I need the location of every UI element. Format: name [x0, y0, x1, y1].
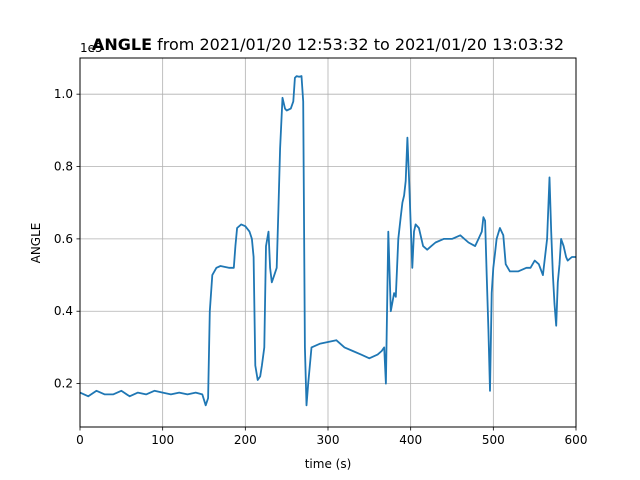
x-tick-label: 100 [151, 433, 174, 447]
x-tick-label: 200 [234, 433, 257, 447]
y-tick-label: 0.6 [54, 232, 73, 246]
series-line-angle [79, 75, 576, 407]
x-tick-label: 400 [399, 433, 422, 447]
ticks: 0 100 200 300 400 500 600 0.2 0.4 0.6 0.8 1.0 [54, 87, 588, 447]
series-layer [79, 75, 576, 407]
x-tick-label: 0 [76, 433, 84, 447]
y-tick-label: 0.8 [54, 160, 73, 174]
y-tick-label: 0.2 [54, 377, 73, 391]
x-axis-label: time (s) [305, 457, 352, 471]
y-tick-label: 1.0 [54, 87, 73, 101]
x-tick-label: 600 [565, 433, 588, 447]
y-axis-label: ANGLE [29, 223, 43, 264]
x-tick-label: 300 [317, 433, 340, 447]
chart-title-rest: from 2021/01/20 12:53:32 to 2021/01/20 1… [152, 35, 564, 54]
y-offset-text: 1e5 [80, 41, 103, 55]
y-tick-label: 0.4 [54, 304, 73, 318]
x-tick-label: 500 [482, 433, 505, 447]
chart-title: ANGLE from 2021/01/20 12:53:32 to 2021/0… [92, 35, 564, 54]
chart-title-bold: ANGLE [92, 35, 152, 54]
